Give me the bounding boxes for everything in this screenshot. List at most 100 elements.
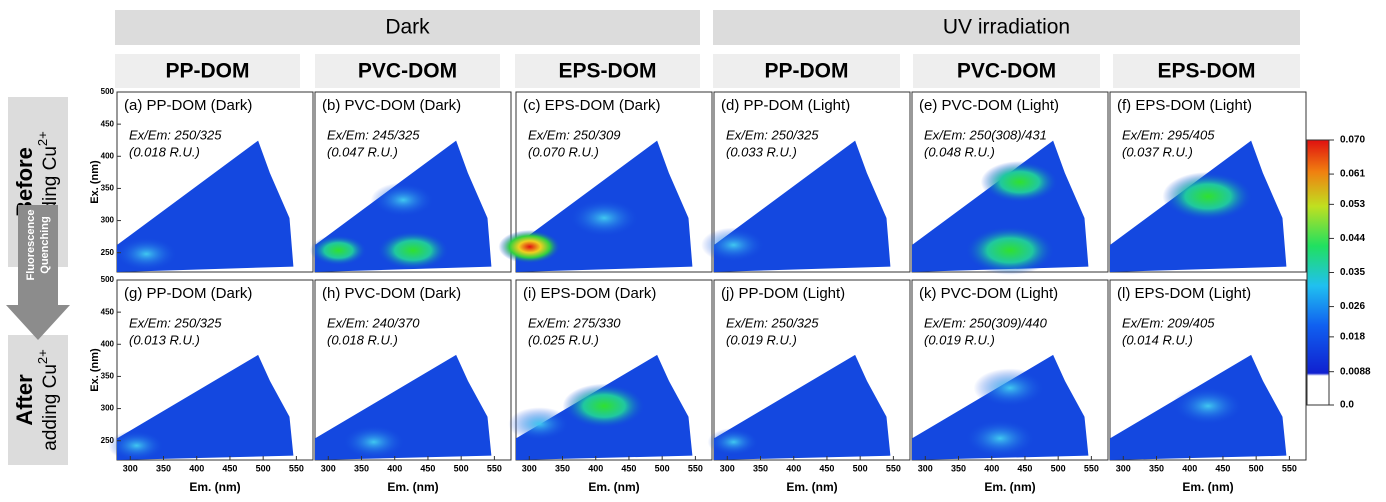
column-header-bg <box>115 54 300 88</box>
panel-intensity: (0.018 R.U.) <box>327 332 398 347</box>
eem-region <box>117 354 294 460</box>
panel-intensity: (0.025 R.U.) <box>528 332 599 347</box>
x-tick-label: 350 <box>951 463 966 473</box>
x-tick-label: 350 <box>354 463 369 473</box>
panel-label: (d) PP-DOM (Light) <box>721 97 850 114</box>
x-tick-label: 300 <box>522 463 537 473</box>
panel-peak: Ex/Em: 240/370 <box>327 315 420 330</box>
x-tick-label: 500 <box>853 463 868 473</box>
column-header: EPS-DOM <box>1157 60 1255 83</box>
y-tick-label: 300 <box>101 404 115 413</box>
column-header-bg <box>315 54 500 88</box>
x-tick-label: 450 <box>1215 463 1230 473</box>
group-header: UV irradiation <box>943 16 1070 39</box>
panel-intensity: (0.019 R.U.) <box>726 332 797 347</box>
x-tick-label: 450 <box>420 463 435 473</box>
x-tick-label: 550 <box>688 463 703 473</box>
panel-label: (l) EPS-DOM (Light) <box>1117 285 1251 302</box>
eem-peak <box>964 225 1056 275</box>
panel-intensity: (0.048 R.U.) <box>924 144 995 159</box>
eem-peak <box>108 430 166 461</box>
x-tick-label: 400 <box>786 463 801 473</box>
panel-label: (f) EPS-DOM (Light) <box>1117 97 1252 114</box>
panel-peak: Ex/Em: 250/325 <box>726 127 819 142</box>
eem-peak <box>701 227 767 263</box>
column-header: PP-DOM <box>765 60 849 83</box>
x-axis-label: Em. (nm) <box>387 480 438 494</box>
panel-intensity: (0.018 R.U.) <box>129 144 200 159</box>
quench-arrow <box>6 272 70 340</box>
x-tick-label: 450 <box>819 463 834 473</box>
colorbar-tick-label: 0.018 <box>1340 331 1365 342</box>
x-tick-label: 350 <box>156 463 171 473</box>
eem-peak <box>707 428 760 456</box>
x-tick-label: 350 <box>1149 463 1164 473</box>
panel-label: (j) PP-DOM (Light) <box>721 285 845 302</box>
colorbar-tick-label: 0.026 <box>1340 301 1365 312</box>
y-tick-label: 350 <box>101 372 115 381</box>
eem-peak <box>567 198 641 238</box>
y-axis-label: Ex. (nm) <box>89 160 101 204</box>
eem-peak <box>980 161 1059 203</box>
eem-peak <box>370 182 436 218</box>
eem-peak <box>963 418 1037 458</box>
x-tick-label: 400 <box>984 463 999 473</box>
x-tick-label: 550 <box>1282 463 1297 473</box>
colorbar <box>1306 139 1330 406</box>
x-tick-label: 500 <box>454 463 469 473</box>
colorbar-tick-label: 0.0 <box>1340 400 1354 411</box>
panel-peak: Ex/Em: 295/405 <box>1122 127 1215 142</box>
panel-label: (g) PP-DOM (Dark) <box>124 285 252 302</box>
eem-region <box>714 354 891 460</box>
x-tick-label: 550 <box>289 463 304 473</box>
panel-peak: Ex/Em: 250(308)/431 <box>924 127 1047 142</box>
panel-intensity: (0.013 R.U.) <box>129 332 200 347</box>
panel-label: (b) PVC-DOM (Dark) <box>322 97 461 114</box>
group-header-bg <box>713 10 1300 45</box>
x-tick-label: 400 <box>387 463 402 473</box>
y-tick-label: 250 <box>101 436 115 445</box>
colorbar-tick-label: 0.061 <box>1340 169 1365 180</box>
x-tick-label: 550 <box>1084 463 1099 473</box>
panel-intensity: (0.047 R.U.) <box>327 144 398 159</box>
y-tick-label: 400 <box>101 339 115 348</box>
panel-label: (e) PVC-DOM (Light) <box>919 97 1059 114</box>
x-tick-label: 300 <box>918 463 933 473</box>
column-header-bg <box>713 54 900 88</box>
x-tick-label: 500 <box>1051 463 1066 473</box>
x-tick-label: 450 <box>621 463 636 473</box>
eem-region <box>912 354 1089 460</box>
panel-peak: Ex/Em: 250/325 <box>129 315 222 330</box>
panel-label: (h) PVC-DOM (Dark) <box>322 285 461 302</box>
panel-intensity: (0.033 R.U.) <box>726 144 797 159</box>
x-tick-label: 400 <box>1182 463 1197 473</box>
x-axis-label: Em. (nm) <box>786 480 837 494</box>
row-title: After <box>12 374 37 426</box>
panel-label: (c) EPS-DOM (Dark) <box>523 97 661 114</box>
x-tick-label: 400 <box>189 463 204 473</box>
y-tick-label: 450 <box>101 119 115 128</box>
y-tick-label: 500 <box>101 275 115 284</box>
column-header-bg <box>1113 54 1300 88</box>
x-tick-label: 450 <box>1017 463 1032 473</box>
colorbar-tick-label: 0.035 <box>1340 267 1365 278</box>
x-tick-label: 300 <box>123 463 138 473</box>
x-tick-label: 500 <box>1249 463 1264 473</box>
group-header: Dark <box>385 16 430 39</box>
eem-peak <box>1171 386 1245 426</box>
column-header: PP-DOM <box>166 60 250 83</box>
eem-peak <box>341 424 407 460</box>
eem-peak <box>973 368 1047 408</box>
row-label-bg <box>8 335 68 465</box>
panel-peak: Ex/Em: 250(309)/440 <box>924 315 1048 330</box>
panel-peak: Ex/Em: 250/325 <box>129 127 222 142</box>
eem-peak <box>562 383 646 429</box>
row-label: After adding Cu2+ <box>12 349 61 450</box>
y-tick-label: 400 <box>101 151 115 160</box>
colorbar-tick-label: 0.070 <box>1340 135 1365 146</box>
x-axis-label: Em. (nm) <box>588 480 639 494</box>
x-tick-label: 350 <box>753 463 768 473</box>
x-tick-label: 500 <box>256 463 271 473</box>
x-tick-label: 550 <box>487 463 502 473</box>
